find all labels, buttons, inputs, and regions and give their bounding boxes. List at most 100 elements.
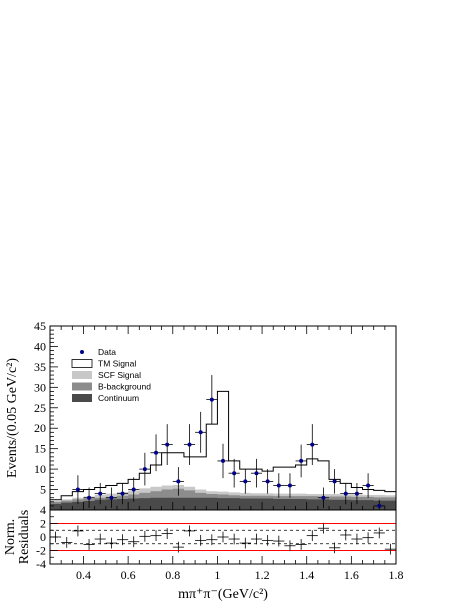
x-tick-label: 1 (214, 568, 220, 582)
data-point-15 (239, 469, 251, 494)
main-y-tick-label: 5 (40, 483, 46, 497)
data-point-marker (343, 491, 348, 496)
residual-point-13 (195, 534, 207, 546)
residual-point-6 (116, 534, 129, 546)
data-point-marker (165, 442, 170, 447)
legend-entry-data: Data (80, 347, 116, 357)
residual-y-tick-label: -4 (36, 557, 46, 571)
data-point-14 (228, 458, 240, 488)
residual-point-15 (217, 531, 229, 543)
data-point-10 (183, 424, 196, 466)
residual-point-27 (351, 533, 363, 545)
residual-reference-lines (50, 523, 396, 551)
residual-point-2 (72, 525, 84, 537)
residual-point-7 (128, 536, 140, 548)
histogram-tm (49, 390, 397, 510)
data-point-20 (295, 444, 307, 478)
legend-swatch-tm (71, 359, 93, 368)
legend-label: Data (98, 347, 116, 357)
data-point-marker (209, 397, 214, 402)
data-point-marker (310, 442, 315, 447)
data-point-27 (373, 499, 385, 510)
data-point-24 (340, 483, 352, 505)
data-point-marker (187, 442, 192, 447)
main-y-axis-label: Events/(0.05 GeV/c²) (5, 358, 20, 478)
x-tick-label: 1.6 (344, 568, 359, 582)
x-tick-label: 1.8 (389, 568, 404, 582)
residual-point-17 (239, 537, 251, 549)
legend-entry-tm: TM Signal (71, 359, 136, 369)
residual-point-23 (306, 530, 318, 542)
data-point-12 (206, 375, 218, 425)
data-point-21 (306, 424, 318, 466)
data-points (72, 375, 385, 510)
residual-point-14 (206, 534, 218, 546)
data-point-11 (195, 411, 207, 453)
main-y-tick-label: 35 (34, 360, 46, 374)
x-tick-label: 0.8 (165, 568, 180, 582)
legend-label: B-background (98, 382, 151, 392)
residual-point-19 (262, 534, 274, 546)
data-point-16 (250, 458, 263, 488)
data-point-4 (116, 483, 129, 505)
data-point-marker (198, 430, 203, 435)
legend-entry-bkg: B-background (72, 382, 151, 392)
legend-label: SCF Signal (98, 370, 141, 380)
data-point-25 (351, 483, 363, 505)
data-point-marker (142, 467, 147, 472)
data-point-0 (72, 475, 84, 504)
residual-point-21 (284, 540, 296, 552)
data-point-22 (317, 487, 330, 508)
residual-point-12 (183, 525, 196, 537)
data-point-marker (254, 471, 259, 476)
main-y-tick-label: 25 (34, 401, 46, 415)
main-y-ticks: 5 10 15 20 25 30 35 40 45 (34, 319, 397, 511)
legend-entry-scf: SCF Signal (72, 370, 141, 380)
residual-point-22 (295, 539, 307, 550)
data-point-6 (139, 452, 151, 486)
data-point-marker (287, 483, 292, 488)
data-point-1 (83, 487, 95, 508)
data-point-13 (217, 443, 229, 479)
data-point-marker (221, 458, 225, 463)
histogram-cont (50, 497, 396, 510)
x-tick-label: 1.4 (299, 568, 314, 582)
legend-label: Continuum (98, 393, 139, 403)
residual-point-18 (250, 533, 263, 545)
residual-point-3 (83, 539, 95, 550)
x-tick-label: 1.2 (255, 568, 270, 582)
data-point-9 (172, 467, 184, 496)
residual-points (50, 522, 396, 555)
residual-y-tick-label: 2 (40, 517, 46, 531)
residual-point-29 (373, 527, 385, 539)
x-axis-label: mπ⁺π⁻(GeV/c²) (178, 587, 268, 602)
main-y-tick-label: 40 (34, 339, 46, 353)
residual-point-1 (61, 537, 73, 548)
legend-swatch-scf (72, 371, 92, 379)
data-point-marker (354, 491, 359, 496)
legend-swatch-cont (72, 394, 92, 402)
data-point-17 (262, 469, 274, 494)
data-point-marker (131, 487, 136, 492)
data-point-marker (98, 491, 103, 496)
data-point-marker (366, 483, 371, 488)
stacked-histograms (49, 390, 397, 510)
data-point-23 (329, 469, 341, 494)
data-point-marker (332, 479, 337, 484)
data-point-marker (232, 471, 237, 476)
x-tick-label: 0.4 (76, 568, 91, 582)
residual-point-8 (139, 530, 151, 542)
residual-point-20 (273, 535, 285, 547)
data-point-marker (154, 450, 159, 455)
residual-y-axis-label-line-1: Norm. (3, 519, 18, 555)
residual-y-axis-label-line-2: Residuals (17, 510, 32, 564)
data-point-18 (273, 473, 285, 498)
data-point-marker (75, 487, 80, 492)
data-point-marker (321, 495, 326, 500)
data-point-marker (87, 495, 92, 500)
data-point-2 (94, 483, 106, 505)
residual-point-10 (161, 528, 173, 540)
